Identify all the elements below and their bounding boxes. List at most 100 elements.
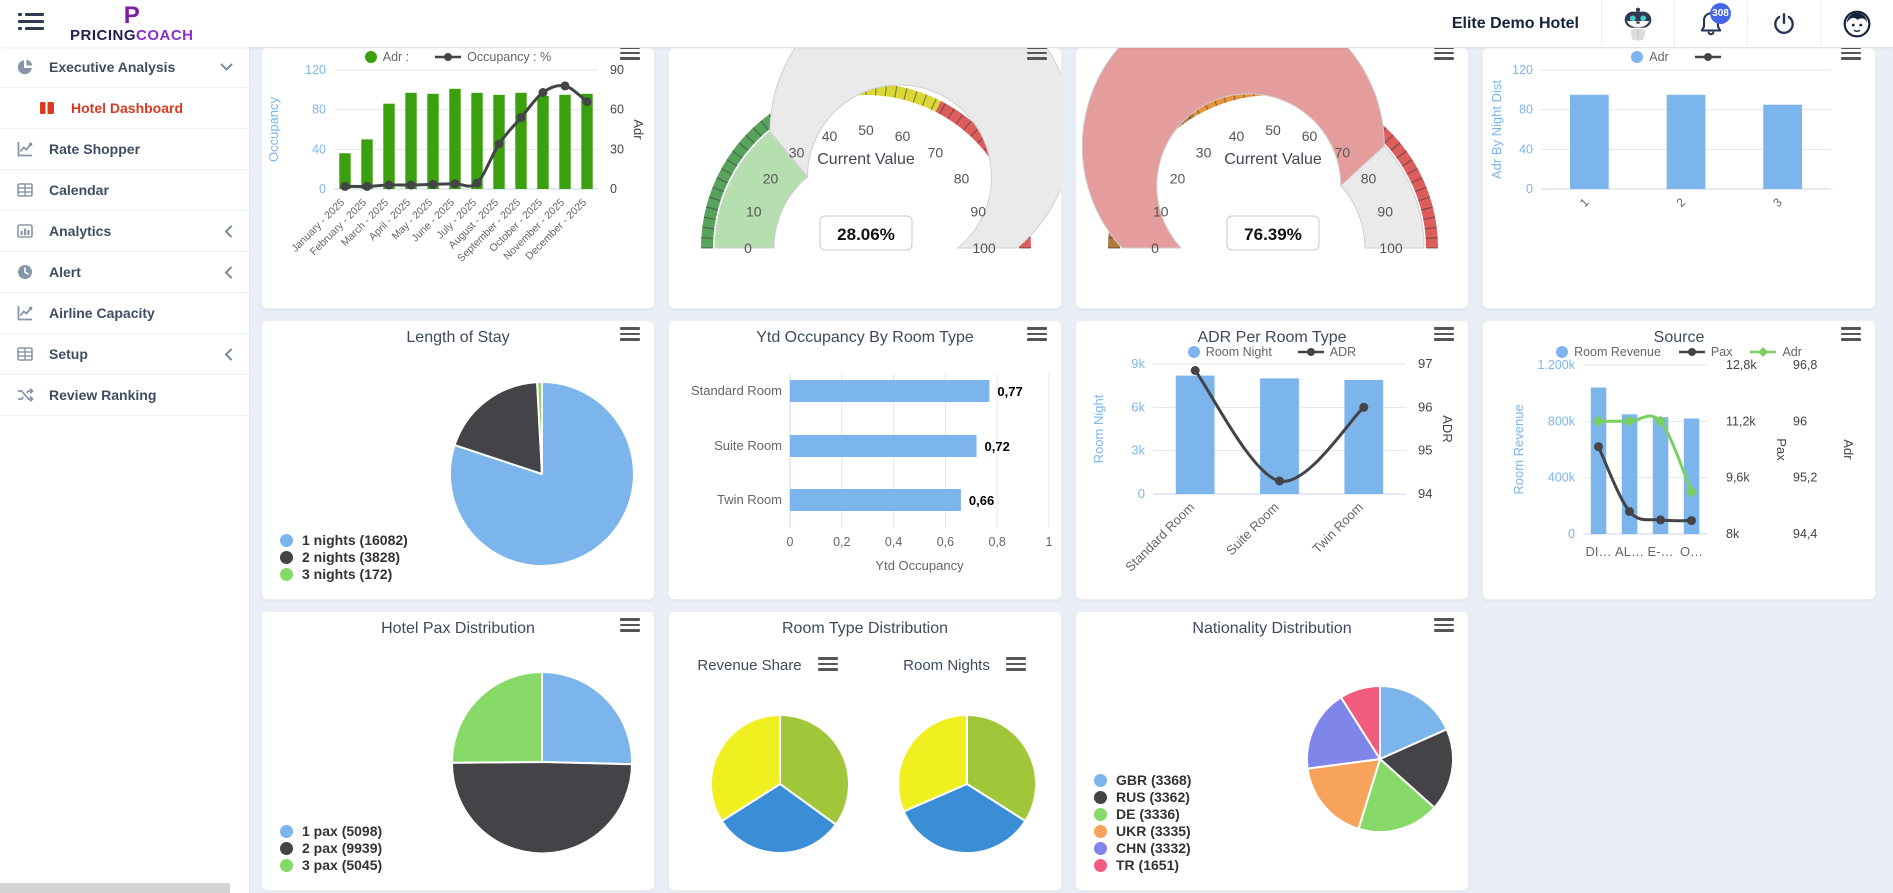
svg-text:11,2k: 11,2k [1726, 414, 1756, 428]
card-occupancy-gauge: 0 10 20 30 40 50 60 70 80 90 100 Current Value 28.06… [668, 47, 1062, 309]
card-menu-icon[interactable] [620, 618, 640, 635]
card-menu-icon[interactable] [620, 48, 640, 63]
pie-legend: GBR (3368) RUS (3362) DE (3336) UKR (3335) C… [1094, 772, 1191, 874]
svg-text:94,4: 94,4 [1793, 527, 1817, 541]
svg-text:9k: 9k [1131, 356, 1145, 371]
logout-button[interactable] [1748, 0, 1820, 47]
svg-text:0,4: 0,4 [885, 535, 902, 549]
sidebar-item-review-ranking[interactable]: Review Ranking [0, 375, 249, 416]
legend-item[interactable]: DE (3336) [1094, 806, 1191, 823]
legend-marker [280, 825, 293, 838]
card-menu-icon[interactable] [1434, 48, 1454, 63]
legend-item[interactable]: CHN (3332) [1094, 840, 1191, 857]
sidebar-item-label: Alert [49, 264, 81, 280]
monthly-adr-occupancy-chart: 0 0 40 30 80 60 120 90 Occupancy Adr January - 202… [262, 48, 654, 308]
sidebar-item-label: Setup [49, 346, 88, 362]
legend-item[interactable]: 3 pax (5045) [280, 857, 382, 874]
sidebar-item-setup[interactable]: Setup [0, 334, 249, 375]
card-menu-icon[interactable] [817, 657, 838, 674]
svg-text:0: 0 [1138, 486, 1145, 501]
card-title: Source [1653, 329, 1705, 346]
room-type-pies: Revenue Share Room Nights [669, 612, 1061, 890]
svg-text:40: 40 [312, 142, 326, 156]
chart-legend: Adr [1483, 50, 1875, 64]
sidebar-item-hotel-dashboard[interactable]: Hotel Dashboard [0, 88, 249, 129]
legend-marker [280, 551, 293, 564]
svg-text:10: 10 [1153, 204, 1169, 220]
legend-item[interactable]: 1 pax (5098) [280, 823, 382, 840]
legend-item[interactable]: 2 nights (3828) [280, 549, 408, 566]
card-nationality-distribution: Nationality Distribution GBR (3368) RUS (… [1075, 611, 1469, 891]
card-adr-per-room-type: ADR Per Room Type Room Night ADR 0 94 3k 95 6… [1075, 320, 1469, 600]
card-title: ADR Per Room Type [1197, 329, 1347, 346]
legend-item[interactable]: 1 nights (16082) [280, 532, 408, 549]
sidebar-item-executive-analysis[interactable]: Executive Analysis [0, 47, 249, 88]
legend-item[interactable]: Adr [1631, 50, 1669, 64]
svg-text:96: 96 [1793, 414, 1807, 428]
card-menu-icon[interactable] [1005, 657, 1026, 674]
svg-text:1: 1 [1577, 195, 1592, 210]
sidebar-item-alert[interactable]: Alert [0, 252, 249, 293]
svg-text:3k: 3k [1131, 443, 1145, 458]
sidebar-scrollbar[interactable] [0, 883, 230, 893]
legend-item[interactable]: RUS (3362) [1094, 789, 1191, 806]
legend-item[interactable]: Adr : [364, 50, 409, 64]
card-length-of-stay: Length of Stay 1 nights (16082) 2 nights … [261, 320, 655, 600]
legend-item[interactable]: UKR (3335) [1094, 823, 1191, 840]
legend-item[interactable] [1694, 52, 1727, 62]
svg-text:40: 40 [1229, 128, 1245, 144]
card-title: Nationality Distribution [1192, 620, 1352, 637]
legend-item[interactable]: ADR [1297, 345, 1356, 359]
legend-item[interactable]: Adr [1750, 345, 1802, 359]
sidebar-item-airline-capacity[interactable]: Airline Capacity [0, 293, 249, 334]
svg-text:120: 120 [305, 63, 326, 77]
dashboard-grid: Adr : Occupancy : % 0 0 40 30 80 60 120 90 Occupa… [250, 47, 1893, 893]
card-menu-icon[interactable] [1434, 618, 1454, 635]
svg-text:1.200k: 1.200k [1537, 358, 1575, 372]
svg-text:Room Night: Room Night [1091, 394, 1106, 463]
svg-text:60: 60 [610, 103, 624, 117]
svg-text:96,8: 96,8 [1793, 358, 1817, 372]
svg-text:0: 0 [319, 182, 326, 196]
hotel-name: Elite Demo Hotel [1451, 14, 1579, 32]
legend-marker [1631, 51, 1644, 63]
card-menu-icon[interactable] [1027, 327, 1047, 344]
legend-marker [1750, 347, 1777, 357]
svg-text:Occupancy: Occupancy [266, 96, 281, 162]
assistant-bot-icon[interactable] [1602, 0, 1674, 47]
brand-logo[interactable]: P PRICINGCOACH [70, 2, 194, 44]
brand-p-icon: P [123, 2, 140, 29]
legend-item[interactable]: 3 nights (172) [280, 566, 408, 583]
legend-item[interactable]: Room Night [1187, 345, 1272, 359]
card-adr-gauge: 0 10 20 30 40 50 60 70 80 90 100 Current Value 76.39… [1075, 47, 1469, 309]
legend-item[interactable]: TR (1651) [1094, 857, 1191, 874]
notifications-button[interactable]: 308 [1675, 0, 1747, 47]
card-menu-icon[interactable] [1027, 48, 1047, 63]
divider [1747, 0, 1748, 47]
legend-marker [1094, 859, 1107, 872]
card-menu-icon[interactable] [1434, 327, 1454, 344]
legend-item[interactable]: Occupancy : % [435, 50, 551, 64]
chartbar-icon [16, 222, 36, 240]
card-menu-icon[interactable] [1841, 327, 1861, 344]
svg-text:30: 30 [610, 142, 624, 156]
legend-marker [1094, 808, 1107, 821]
sidebar-item-calendar[interactable]: Calendar [0, 170, 249, 211]
svg-text:3: 3 [1770, 195, 1785, 210]
card-menu-icon[interactable] [1841, 48, 1861, 63]
menu-toggle-icon[interactable] [18, 12, 44, 35]
user-avatar[interactable] [1821, 0, 1893, 47]
svg-text:8k: 8k [1726, 527, 1740, 541]
sidebar-item-analytics[interactable]: Analytics [0, 211, 249, 252]
legend-item[interactable]: 2 pax (9939) [280, 840, 382, 857]
legend-item[interactable]: Pax [1678, 345, 1732, 359]
svg-text:9,6k: 9,6k [1726, 471, 1750, 485]
svg-text:120: 120 [1512, 63, 1533, 77]
legend-item[interactable]: GBR (3368) [1094, 772, 1191, 789]
length-of-stay-pie [262, 321, 654, 599]
svg-text:50: 50 [1265, 122, 1281, 138]
legend-item[interactable]: Room Revenue [1556, 345, 1661, 359]
pie-icon [16, 58, 36, 76]
sidebar-item-rate-shopper[interactable]: Rate Shopper [0, 129, 249, 170]
card-menu-icon[interactable] [620, 327, 640, 344]
